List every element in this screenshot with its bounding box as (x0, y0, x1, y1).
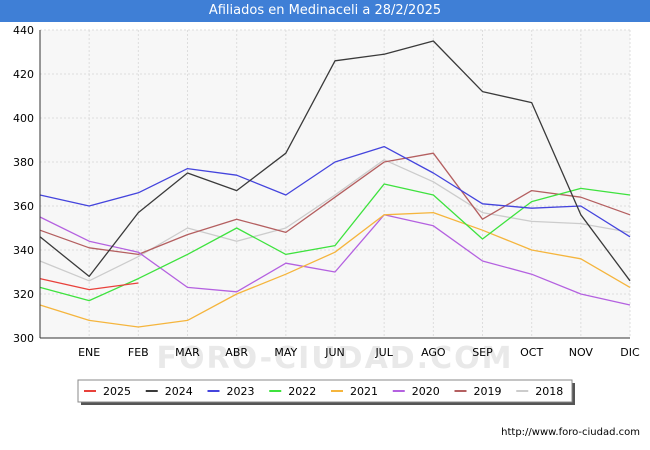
series-line-2023 (39, 145, 631, 238)
chart-title: Afiliados en Medinaceli a 28/2/2025 (0, 0, 650, 22)
legend-label: 2022 (288, 385, 316, 398)
legend-label: 2025 (103, 385, 131, 398)
series-line-2022 (39, 183, 631, 302)
x-tick-label: JUN (324, 346, 345, 359)
legend-label: 2023 (227, 385, 255, 398)
legend-label: 2021 (350, 385, 378, 398)
source-link[interactable]: http://www.foro-ciudad.com (501, 427, 640, 438)
series-line-2024 (39, 40, 631, 282)
series-line-2018 (39, 159, 631, 282)
x-tick-label: JUL (374, 346, 393, 359)
x-tick-label: SEP (472, 346, 493, 359)
legend-label: 2020 (412, 385, 440, 398)
x-tick-label: MAR (175, 346, 200, 359)
legend-label: 2018 (535, 385, 563, 398)
y-tick-label: 300 (13, 332, 34, 345)
x-tick-label: OCT (520, 346, 543, 359)
y-tick-label: 340 (13, 244, 34, 257)
series-line-2019 (39, 152, 631, 256)
y-tick-label: 380 (13, 156, 34, 169)
series-line-2020 (39, 214, 631, 306)
y-tick-label: 420 (13, 68, 34, 81)
x-tick-label: AGO (421, 346, 446, 359)
x-tick-label: ENE (78, 346, 100, 359)
x-tick-label: NOV (569, 346, 594, 359)
legend-label: 2024 (165, 385, 193, 398)
x-tick-label: DIC (620, 346, 640, 359)
y-tick-label: 360 (13, 200, 34, 213)
x-tick-label: FEB (128, 346, 149, 359)
x-tick-label: ABR (225, 346, 248, 359)
y-tick-label: 400 (13, 112, 34, 125)
x-tick-label: MAY (274, 346, 297, 359)
legend-label: 2019 (474, 385, 502, 398)
series-line-2025 (39, 277, 139, 291)
watermark: FORO-CIUDAD.COM (157, 341, 514, 376)
y-tick-label: 440 (13, 24, 34, 37)
legend-box (77, 379, 573, 403)
series-line-2021 (39, 211, 631, 328)
y-tick-label: 320 (13, 288, 34, 301)
